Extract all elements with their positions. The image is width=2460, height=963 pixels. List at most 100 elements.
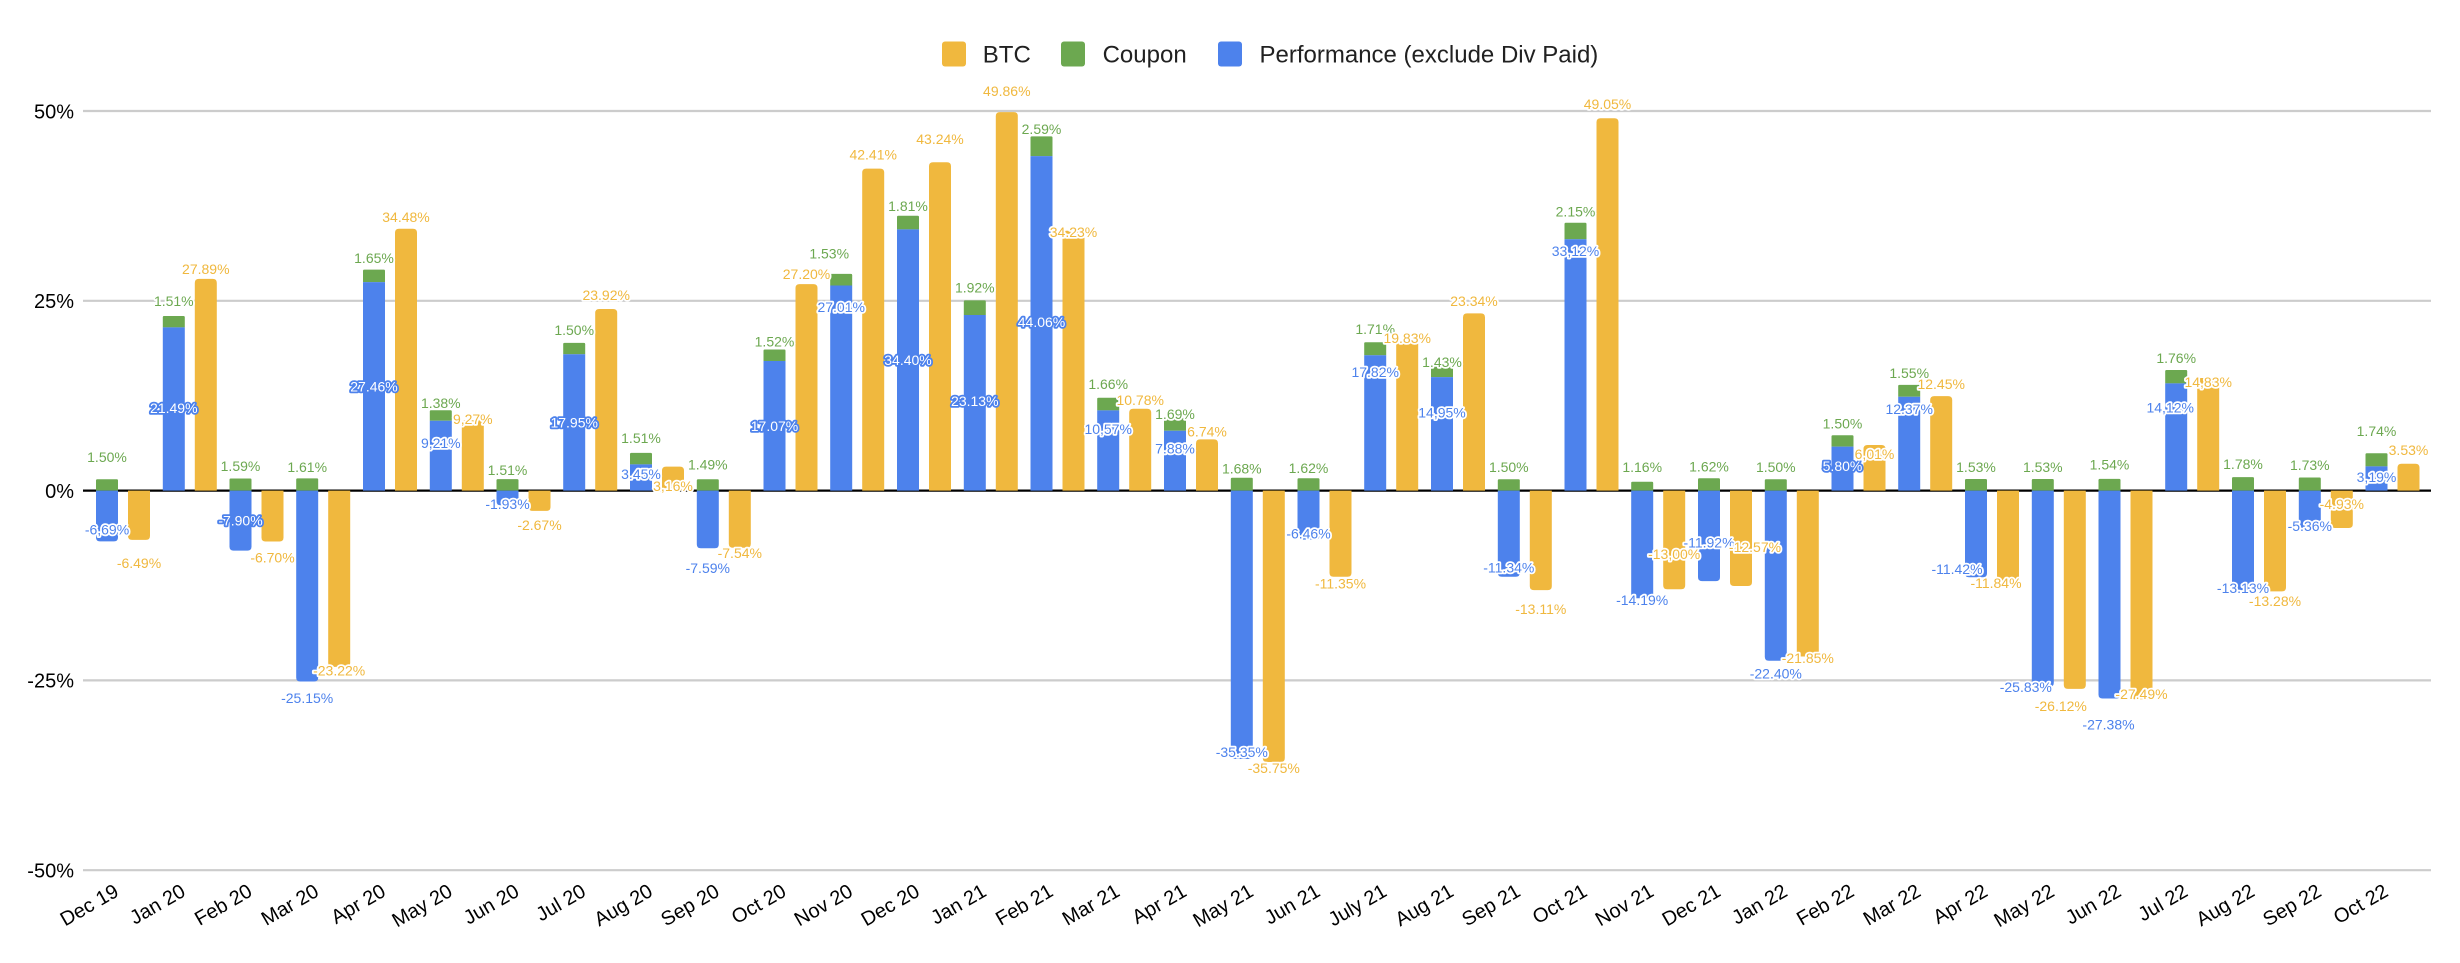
svg-text:-6.49%: -6.49% xyxy=(117,555,161,571)
svg-text:-13.13%: -13.13% xyxy=(2217,580,2269,596)
svg-text:1.69%: 1.69% xyxy=(1155,406,1195,422)
svg-text:10.78%: 10.78% xyxy=(1116,392,1163,408)
svg-text:3.53%: 3.53% xyxy=(2389,442,2429,458)
svg-text:44.06%: 44.06% xyxy=(1018,314,1065,330)
svg-text:1.53%: 1.53% xyxy=(809,246,849,262)
svg-text:-11.35%: -11.35% xyxy=(1315,576,1366,592)
svg-text:1.54%: 1.54% xyxy=(2090,457,2130,473)
svg-text:-22.40%: -22.40% xyxy=(1750,666,1802,682)
svg-text:-2.67%: -2.67% xyxy=(517,517,561,533)
svg-text:1.50%: 1.50% xyxy=(1823,416,1863,432)
svg-text:1.59%: 1.59% xyxy=(221,458,261,474)
svg-text:-27.38%: -27.38% xyxy=(2082,717,2134,733)
svg-text:-5.36%: -5.36% xyxy=(2288,518,2332,534)
svg-text:14,12%: 14,12% xyxy=(2146,400,2193,416)
svg-text:9,21%: 9,21% xyxy=(421,435,461,451)
svg-text:-25%: -25% xyxy=(27,671,74,693)
svg-text:27.89%: 27.89% xyxy=(182,261,229,277)
svg-text:14,83%: 14,83% xyxy=(2184,374,2231,390)
svg-text:1.61%: 1.61% xyxy=(287,459,327,475)
svg-text:-14.19%: -14.19% xyxy=(1616,592,1668,608)
svg-text:1.76%: 1.76% xyxy=(2156,350,2196,366)
svg-text:5.80%: 5.80% xyxy=(1823,458,1863,474)
svg-text:49.05%: 49.05% xyxy=(1584,96,1631,112)
svg-text:3.45%: 3.45% xyxy=(621,466,661,482)
svg-text:1.51%: 1.51% xyxy=(488,462,528,478)
svg-text:-13.11%: -13.11% xyxy=(1515,601,1566,617)
svg-text:-7.54%: -7.54% xyxy=(718,545,762,561)
svg-text:23.13%: 23.13% xyxy=(951,393,998,409)
svg-text:1.38%: 1.38% xyxy=(421,395,461,411)
svg-text:12.37%: 12.37% xyxy=(1885,401,1932,417)
svg-text:-6.46%: -6.46% xyxy=(1286,526,1330,542)
svg-text:2.15%: 2.15% xyxy=(1556,204,1596,220)
svg-text:1.49%: 1.49% xyxy=(688,457,728,473)
svg-text:1.66%: 1.66% xyxy=(1088,376,1128,392)
svg-text:1.51%: 1.51% xyxy=(621,430,661,446)
svg-text:0%: 0% xyxy=(45,481,74,503)
svg-text:10,57%: 10,57% xyxy=(1084,421,1131,437)
svg-text:-13.28%: -13.28% xyxy=(2249,593,2301,609)
svg-text:12.45%: 12.45% xyxy=(1917,376,1964,392)
svg-text:-25.83%: -25.83% xyxy=(2000,679,2052,695)
svg-text:1.55%: 1.55% xyxy=(1889,365,1929,381)
svg-text:49.86%: 49.86% xyxy=(983,83,1030,99)
svg-text:1.50%: 1.50% xyxy=(1489,459,1529,475)
svg-text:19.83%: 19.83% xyxy=(1383,330,1430,346)
svg-text:-7.59%: -7.59% xyxy=(686,560,730,576)
svg-text:2.59%: 2.59% xyxy=(1022,121,1062,137)
svg-text:33,12%: 33,12% xyxy=(1552,243,1599,259)
svg-text:-21.85%: -21.85% xyxy=(1782,650,1834,666)
svg-text:1.73%: 1.73% xyxy=(2290,457,2330,473)
svg-text:9,27%: 9,27% xyxy=(453,411,493,427)
svg-text:3,19%: 3,19% xyxy=(2357,469,2397,485)
svg-text:-6.70%: -6.70% xyxy=(250,550,294,566)
svg-text:50%: 50% xyxy=(34,101,74,123)
svg-text:3,16%: 3,16% xyxy=(653,478,693,494)
svg-text:6.74%: 6.74% xyxy=(1187,424,1227,440)
svg-text:17.82%: 17.82% xyxy=(1351,364,1398,380)
svg-text:1.65%: 1.65% xyxy=(354,250,394,266)
svg-text:17.07%: 17.07% xyxy=(751,418,798,434)
svg-text:42.41%: 42.41% xyxy=(849,147,896,163)
svg-text:1.50%: 1.50% xyxy=(87,449,127,465)
svg-text:14,95%: 14,95% xyxy=(1418,405,1465,421)
svg-text:1.81%: 1.81% xyxy=(888,198,928,214)
svg-text:1.16%: 1.16% xyxy=(1622,459,1662,475)
svg-text:6,01%: 6,01% xyxy=(1855,446,1895,462)
svg-text:-11.42%: -11.42% xyxy=(1931,561,1982,577)
svg-text:7.88%: 7.88% xyxy=(1155,441,1195,457)
svg-text:1.92%: 1.92% xyxy=(955,280,995,296)
svg-text:-7.90%: -7.90% xyxy=(218,513,262,529)
svg-text:34.23%: 34.23% xyxy=(1050,224,1097,240)
svg-text:-12.57%: -12.57% xyxy=(1729,539,1781,555)
svg-text:-35.35%: -35.35% xyxy=(1216,744,1268,760)
svg-text:-23.22%: -23.22% xyxy=(313,663,365,679)
svg-text:1.74%: 1.74% xyxy=(2357,423,2397,439)
svg-text:-11.84%: -11.84% xyxy=(1970,575,2021,591)
svg-text:-11.34%: -11.34% xyxy=(1483,560,1534,576)
svg-text:1.62%: 1.62% xyxy=(1289,460,1329,476)
svg-text:1.71%: 1.71% xyxy=(1355,321,1395,337)
svg-text:17.95%: 17.95% xyxy=(550,414,597,430)
svg-text:-27.49%: -27.49% xyxy=(2115,686,2167,702)
svg-text:Performance (exclude Div Paid): Performance (exclude Div Paid) xyxy=(1260,42,1599,69)
svg-text:1.50%: 1.50% xyxy=(554,322,594,338)
svg-text:-50%: -50% xyxy=(27,861,74,883)
svg-text:1.52%: 1.52% xyxy=(755,334,795,350)
svg-text:34.40%: 34.40% xyxy=(884,352,931,368)
svg-text:-13,00%: -13,00% xyxy=(1648,546,1700,562)
svg-text:1.43%: 1.43% xyxy=(1422,354,1462,370)
svg-text:27.01%: 27.01% xyxy=(817,299,864,315)
svg-text:BTC: BTC xyxy=(983,42,1031,69)
svg-text:-1.93%: -1.93% xyxy=(485,496,529,512)
svg-text:34.48%: 34.48% xyxy=(382,209,429,225)
svg-text:-35.75%: -35.75% xyxy=(1248,760,1300,776)
svg-text:23.92%: 23.92% xyxy=(582,287,629,303)
svg-text:-4.93%: -4.93% xyxy=(2320,496,2364,512)
svg-text:-26.12%: -26.12% xyxy=(2035,698,2087,714)
svg-text:1.51%: 1.51% xyxy=(154,293,194,309)
svg-text:23.34%: 23.34% xyxy=(1450,293,1497,309)
svg-text:1.68%: 1.68% xyxy=(1222,461,1262,477)
svg-text:1.50%: 1.50% xyxy=(1756,459,1796,475)
